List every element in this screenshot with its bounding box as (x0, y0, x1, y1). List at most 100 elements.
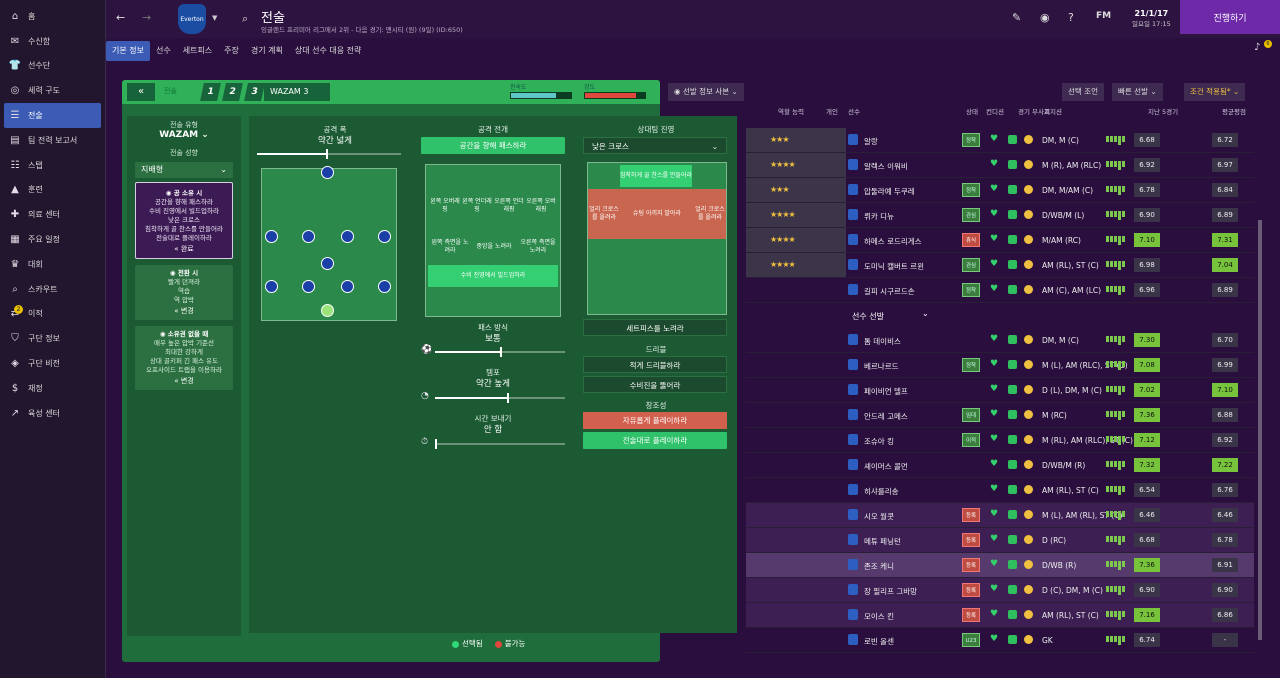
tactic-slot-2[interactable]: 2 (222, 83, 243, 101)
mentality-select[interactable]: 지배형 ⌄ (135, 162, 233, 178)
column-header[interactable]: 평균평점 (1222, 108, 1246, 116)
time-wasting-slider-track[interactable] (435, 443, 565, 445)
player-name[interactable]: 시오 월콧 (864, 512, 894, 521)
sidebar-item-13[interactable]: ⛉ 구단 정보 (0, 326, 105, 351)
player-name[interactable]: 도미닉 캘버트 르윈 (864, 262, 924, 271)
column-header[interactable]: 컨디션 (986, 108, 1004, 116)
player-name[interactable]: 베르나르드 (864, 362, 899, 371)
player-marker[interactable] (321, 257, 334, 270)
sidebar-item-2[interactable]: 👕 선수단 (0, 54, 105, 79)
sidebar-item-1[interactable]: ✉ 수신함 (0, 29, 105, 54)
table-row[interactable]: ★★★★ 하메스 로드리게스 휴식 ♥ M/AM (RC) 7.10 7.31 (746, 228, 1254, 253)
zone-composed-chance[interactable]: 침착하게 골 찬스를 만들어라 (620, 165, 692, 187)
player-name[interactable]: 장 필리프 그바망 (864, 587, 918, 596)
player-marker[interactable] (321, 166, 334, 179)
table-row[interactable]: 조슈아 킹 이적 ♥ M (RL), AM (RLC), ST (C) 7.12 6.92 (746, 428, 1254, 453)
player-name[interactable]: 모이스 킨 (864, 612, 894, 621)
zone-early-cross-right[interactable]: 얼리 크로스를 올려라 (694, 189, 726, 239)
player-name[interactable]: 톰 데이비스 (864, 337, 901, 346)
be-expressive-button[interactable]: 자유롭게 플레이하라 (583, 412, 727, 429)
club-badge[interactable]: Everton (178, 4, 206, 34)
table-row[interactable]: 메튜 페닝턴 등록 ♥ D (RC) 6.68 6.78 (746, 528, 1254, 553)
fm-logo[interactable]: FM (1096, 11, 1112, 21)
sidebar-item-16[interactable]: ↗ 육성 센터 (0, 401, 105, 426)
sub-divider[interactable]: 선수 선발 ⌄ (746, 303, 1254, 328)
tactic-slot-3[interactable]: 3 (244, 83, 265, 101)
set-piece-button[interactable]: 세트피스를 노려라 (583, 319, 727, 336)
sidebar-item-9[interactable]: ▦ 주요 일정 (0, 227, 105, 252)
player-name[interactable]: 페이비언 델프 (864, 387, 908, 396)
dribble-less-button[interactable]: 적게 드리블하라 (583, 356, 727, 373)
column-header[interactable]: 역할 능력 (778, 108, 804, 116)
tab-3[interactable]: 주장 (224, 46, 239, 55)
zone-shoot-on-sight[interactable]: 슈팅 아끼지 말아라 (620, 189, 694, 239)
table-row[interactable]: 길피 시구르드손 정착 ♥ AM (C), AM (LC) 6.96 6.89 (746, 278, 1254, 303)
player-name[interactable]: 뤼카 디뉴 (864, 212, 894, 221)
table-row[interactable]: 페이비언 델프 ♥ D (L), DM, M (C) 7.02 7.10 (746, 378, 1254, 403)
forward-arrow-icon[interactable]: → (142, 11, 152, 24)
sidebar-item-8[interactable]: ✚ 의료 센터 (0, 202, 105, 227)
player-name[interactable]: 알렉스 이워비 (864, 162, 908, 171)
sidebar-item-14[interactable]: ◈ 구단 비전 (0, 351, 105, 376)
column-header[interactable]: 경기 부사기 (1018, 108, 1050, 116)
filter-applied-button[interactable]: 조건 적용됨* ⌄ (1184, 83, 1246, 101)
table-row[interactable]: 히샤를리송 ♥ AM (RL), ST (C) 6.54 6.76 (746, 478, 1254, 503)
player-name[interactable]: 하메스 로드리게스 (864, 237, 922, 246)
goalkeeper-marker[interactable] (321, 304, 334, 317)
sidebar-item-15[interactable]: $ 재정 (0, 376, 105, 401)
help-icon[interactable]: ? (1068, 11, 1074, 24)
stick-to-tactics-button[interactable]: 전술대로 플레이하라 (583, 432, 727, 449)
tempo-slider-knob[interactable] (506, 393, 509, 403)
table-row[interactable]: 시오 월콧 등록 ♥ M (L), AM (RL), ST (C) 6.46 6.46 (746, 503, 1254, 528)
globe-icon[interactable]: ◉ (1040, 11, 1050, 24)
notification-icon[interactable]: ♪ 6 (1254, 40, 1272, 58)
column-header[interactable]: 포지션 (1044, 108, 1062, 116)
player-name[interactable]: 로빈 올센 (864, 637, 894, 646)
width-slider-knob[interactable] (326, 149, 329, 159)
table-row[interactable]: 안드레 고메스 임대 ♥ M (RC) 7.36 6.88 (746, 403, 1254, 428)
table-row[interactable]: 로빈 올센 U23 ♥ GK 6.74 - (746, 628, 1254, 653)
table-row[interactable]: ★★★ 압둘라예 두쿠레 정착 ♥ DM, M/AM (C) 6.78 6.84 (746, 178, 1254, 203)
search-icon[interactable]: ⌕ (242, 12, 249, 25)
selection-advice-button[interactable]: 선택 조언 (1062, 83, 1104, 101)
passing-slider-knob[interactable] (500, 347, 502, 357)
defense-box[interactable]: ◉ 소유권 없을 때 매우 높은 압박 기준선 최대한 강하게 상대 골키퍼 긴 패스… (135, 326, 233, 390)
table-row[interactable]: 존조 케니 등록 ♥ D/WB (R) 7.36 6.91 (746, 553, 1254, 578)
tab-2[interactable]: 세트피스 (182, 46, 213, 55)
player-name[interactable]: 조슈아 킹 (864, 437, 894, 446)
player-name[interactable]: 알랑 (864, 137, 878, 146)
player-name[interactable]: 안드레 고메스 (864, 412, 908, 421)
table-row[interactable]: 장 필리프 그바망 등록 ♥ D (C), DM, M (C) 6.90 6.90 (746, 578, 1254, 603)
player-marker[interactable] (302, 230, 315, 243)
zone-left-flank[interactable]: 왼쪽 측면을 노려라 (431, 239, 469, 254)
zone-right-flank[interactable]: 오른쪽 측면을 노려라 (520, 239, 556, 254)
edit-icon[interactable]: ✎ (1012, 11, 1022, 24)
zone-left-overlap[interactable]: 왼쪽 오버래핑 (430, 198, 460, 213)
zone-right-underlap[interactable]: 오른쪽 언더래핑 (494, 198, 524, 213)
tab-0[interactable]: 기본 정보 (106, 41, 150, 61)
tab-4[interactable]: 경기 계획 (250, 46, 283, 55)
zone-left-underlap[interactable]: 왼쪽 언더래핑 (462, 198, 492, 213)
cross-select[interactable]: 낮은 크로스 ⌄ (583, 137, 727, 154)
tactic-slot-1[interactable]: 1 (200, 83, 221, 101)
sidebar-item-4[interactable]: ☰ 전술 (4, 103, 101, 128)
table-row[interactable]: 톰 데이비스 ♥ DM, M (C) 7.30 6.70 (746, 328, 1254, 353)
player-marker[interactable] (265, 280, 278, 293)
quick-pick-button[interactable]: 빠른 선발 ⌄ (1112, 83, 1163, 101)
sidebar-item-11[interactable]: ⌕ 스카우트 (0, 277, 105, 302)
sidebar-item-10[interactable]: ♛ 대회 (0, 252, 105, 277)
view-select[interactable]: ◉ 선발 정보 사본 ⌄ (668, 83, 744, 101)
table-row[interactable]: 셰이머스 콜먼 ♥ D/WB/M (R) 7.32 7.22 (746, 453, 1254, 478)
player-marker[interactable] (341, 280, 354, 293)
table-row[interactable]: ★★★★ 도미닉 캘버트 르윈 관심 ♥ AM (RL), ST (C) 6.98 7.04 (746, 253, 1254, 278)
continue-button[interactable]: 진행하기 (1180, 0, 1280, 34)
in-possession-box[interactable]: ◉ 공 소유 시 공간을 향해 패스하라 수비 진영에서 빌드업하라 낮은 크로스 침착… (135, 182, 233, 259)
player-name[interactable]: 셰이머스 콜먼 (864, 462, 908, 471)
sidebar-item-12[interactable]: ⇄ 2 이적 (0, 302, 105, 327)
zone-right-overlap[interactable]: 오른쪽 오버래핑 (526, 198, 556, 213)
attack-mode-button[interactable]: 공간을 향해 패스하라 (421, 137, 565, 154)
time-wasting-slider-knob[interactable] (435, 439, 437, 449)
column-header[interactable]: 상태 (966, 108, 978, 116)
zone-center[interactable]: 중앙을 노려라 (476, 243, 512, 250)
table-row[interactable]: ★★★★ 뤼카 디뉴 관심 ♥ D/WB/M (L) 6.90 6.89 (746, 203, 1254, 228)
